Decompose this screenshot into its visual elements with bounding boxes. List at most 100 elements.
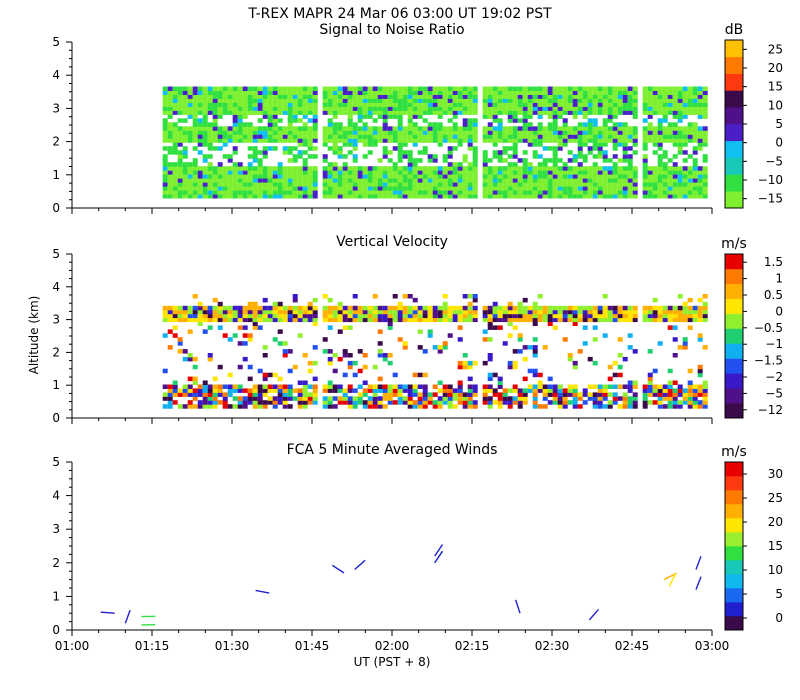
heatmap-cell	[482, 166, 488, 171]
heatmap-cell	[177, 174, 183, 179]
heatmap-cell	[622, 166, 628, 171]
heatmap-cell	[422, 178, 428, 183]
heatmap-cell	[212, 98, 218, 103]
heatmap-cell	[592, 337, 598, 342]
heatmap-cell	[577, 142, 583, 147]
heatmap-cell	[357, 349, 363, 354]
heatmap-cell	[427, 317, 433, 323]
heatmap-cell	[347, 118, 353, 123]
heatmap-cell	[627, 130, 633, 135]
heatmap-cell	[627, 106, 633, 111]
heatmap-cell	[537, 98, 543, 103]
heatmap-cell	[472, 400, 478, 405]
heatmap-cell	[512, 317, 518, 323]
heatmap-cell	[572, 190, 578, 195]
heatmap-cell	[217, 166, 223, 171]
heatmap-cell	[222, 309, 228, 315]
heatmap-cell	[377, 90, 383, 95]
heatmap-cell	[607, 194, 613, 199]
heatmap-cell	[672, 138, 678, 143]
heatmap-cell	[257, 194, 263, 199]
heatmap-cell	[217, 106, 223, 111]
heatmap-cell	[282, 166, 288, 171]
heatmap-cell	[572, 138, 578, 143]
heatmap-cell	[272, 170, 278, 175]
heatmap-cell	[357, 400, 363, 405]
heatmap-cell	[602, 102, 608, 107]
heatmap-cell	[472, 194, 478, 199]
heatmap-cell	[517, 388, 523, 393]
heatmap-cell	[262, 317, 268, 323]
heatmap-cell	[372, 400, 378, 405]
heatmap-cell	[582, 388, 588, 393]
heatmap-cell	[377, 114, 383, 119]
heatmap-cell	[237, 126, 243, 131]
heatmap-cell	[342, 194, 348, 199]
heatmap-cell	[407, 396, 413, 401]
colorbar-unit: m/s	[721, 444, 747, 460]
heatmap-cell	[412, 384, 418, 389]
heatmap-cell	[702, 190, 708, 195]
data-block	[162, 86, 318, 199]
y-tick-label: 2	[52, 556, 60, 570]
heatmap-cell	[557, 392, 563, 397]
heatmap-cell	[672, 94, 678, 99]
heatmap-cell	[257, 158, 263, 163]
heatmap-cell	[307, 86, 313, 91]
heatmap-cell	[567, 130, 573, 135]
heatmap-cell	[517, 301, 523, 307]
heatmap-cell	[467, 388, 473, 393]
heatmap-cell	[277, 90, 283, 95]
heatmap-cell	[677, 114, 683, 119]
heatmap-cell	[162, 392, 168, 397]
heatmap-cell	[342, 353, 348, 358]
heatmap-cell	[702, 130, 708, 135]
heatmap-cell	[212, 305, 218, 311]
heatmap-cell	[212, 396, 218, 401]
heatmap-cell	[547, 313, 553, 319]
heatmap-cell	[392, 114, 398, 119]
heatmap-cell	[312, 400, 318, 405]
heatmap-cell	[257, 134, 263, 139]
heatmap-cell	[257, 178, 263, 183]
heatmap-cell	[392, 388, 398, 393]
heatmap-cell	[267, 138, 273, 143]
heatmap-cell	[552, 130, 558, 135]
plot-area	[162, 294, 708, 409]
heatmap-cell	[462, 166, 468, 171]
heatmap-cell	[462, 360, 468, 366]
heatmap-cell	[512, 126, 518, 131]
heatmap-cell	[582, 126, 588, 131]
heatmap-cell	[302, 134, 308, 139]
heatmap-cell	[192, 158, 198, 163]
heatmap-cell	[182, 174, 188, 179]
heatmap-cell	[282, 404, 288, 409]
heatmap-cell	[332, 182, 338, 187]
heatmap-cell	[612, 142, 618, 147]
heatmap-cell	[167, 150, 173, 155]
heatmap-cell	[187, 329, 193, 334]
heatmap-cell	[422, 166, 428, 171]
heatmap-cell	[282, 353, 288, 358]
heatmap-cell	[537, 102, 543, 107]
heatmap-cell	[467, 384, 473, 389]
heatmap-cell	[592, 186, 598, 191]
heatmap-cell	[472, 90, 478, 95]
heatmap-cell	[527, 345, 533, 350]
heatmap-cell	[427, 138, 433, 143]
heatmap-cell	[217, 194, 223, 199]
heatmap-cell	[427, 400, 433, 405]
heatmap-cell	[622, 142, 628, 147]
heatmap-cell	[527, 388, 533, 393]
heatmap-cell	[572, 186, 578, 191]
heatmap-cell	[292, 138, 298, 143]
heatmap-cell	[432, 134, 438, 139]
heatmap-cell	[462, 126, 468, 131]
heatmap-cell	[452, 317, 458, 323]
heatmap-cell	[277, 98, 283, 103]
heatmap-cell	[497, 392, 503, 397]
heatmap-cell	[482, 98, 488, 103]
heatmap-cell	[437, 313, 443, 319]
heatmap-cell	[522, 356, 528, 362]
heatmap-cell	[387, 313, 393, 319]
